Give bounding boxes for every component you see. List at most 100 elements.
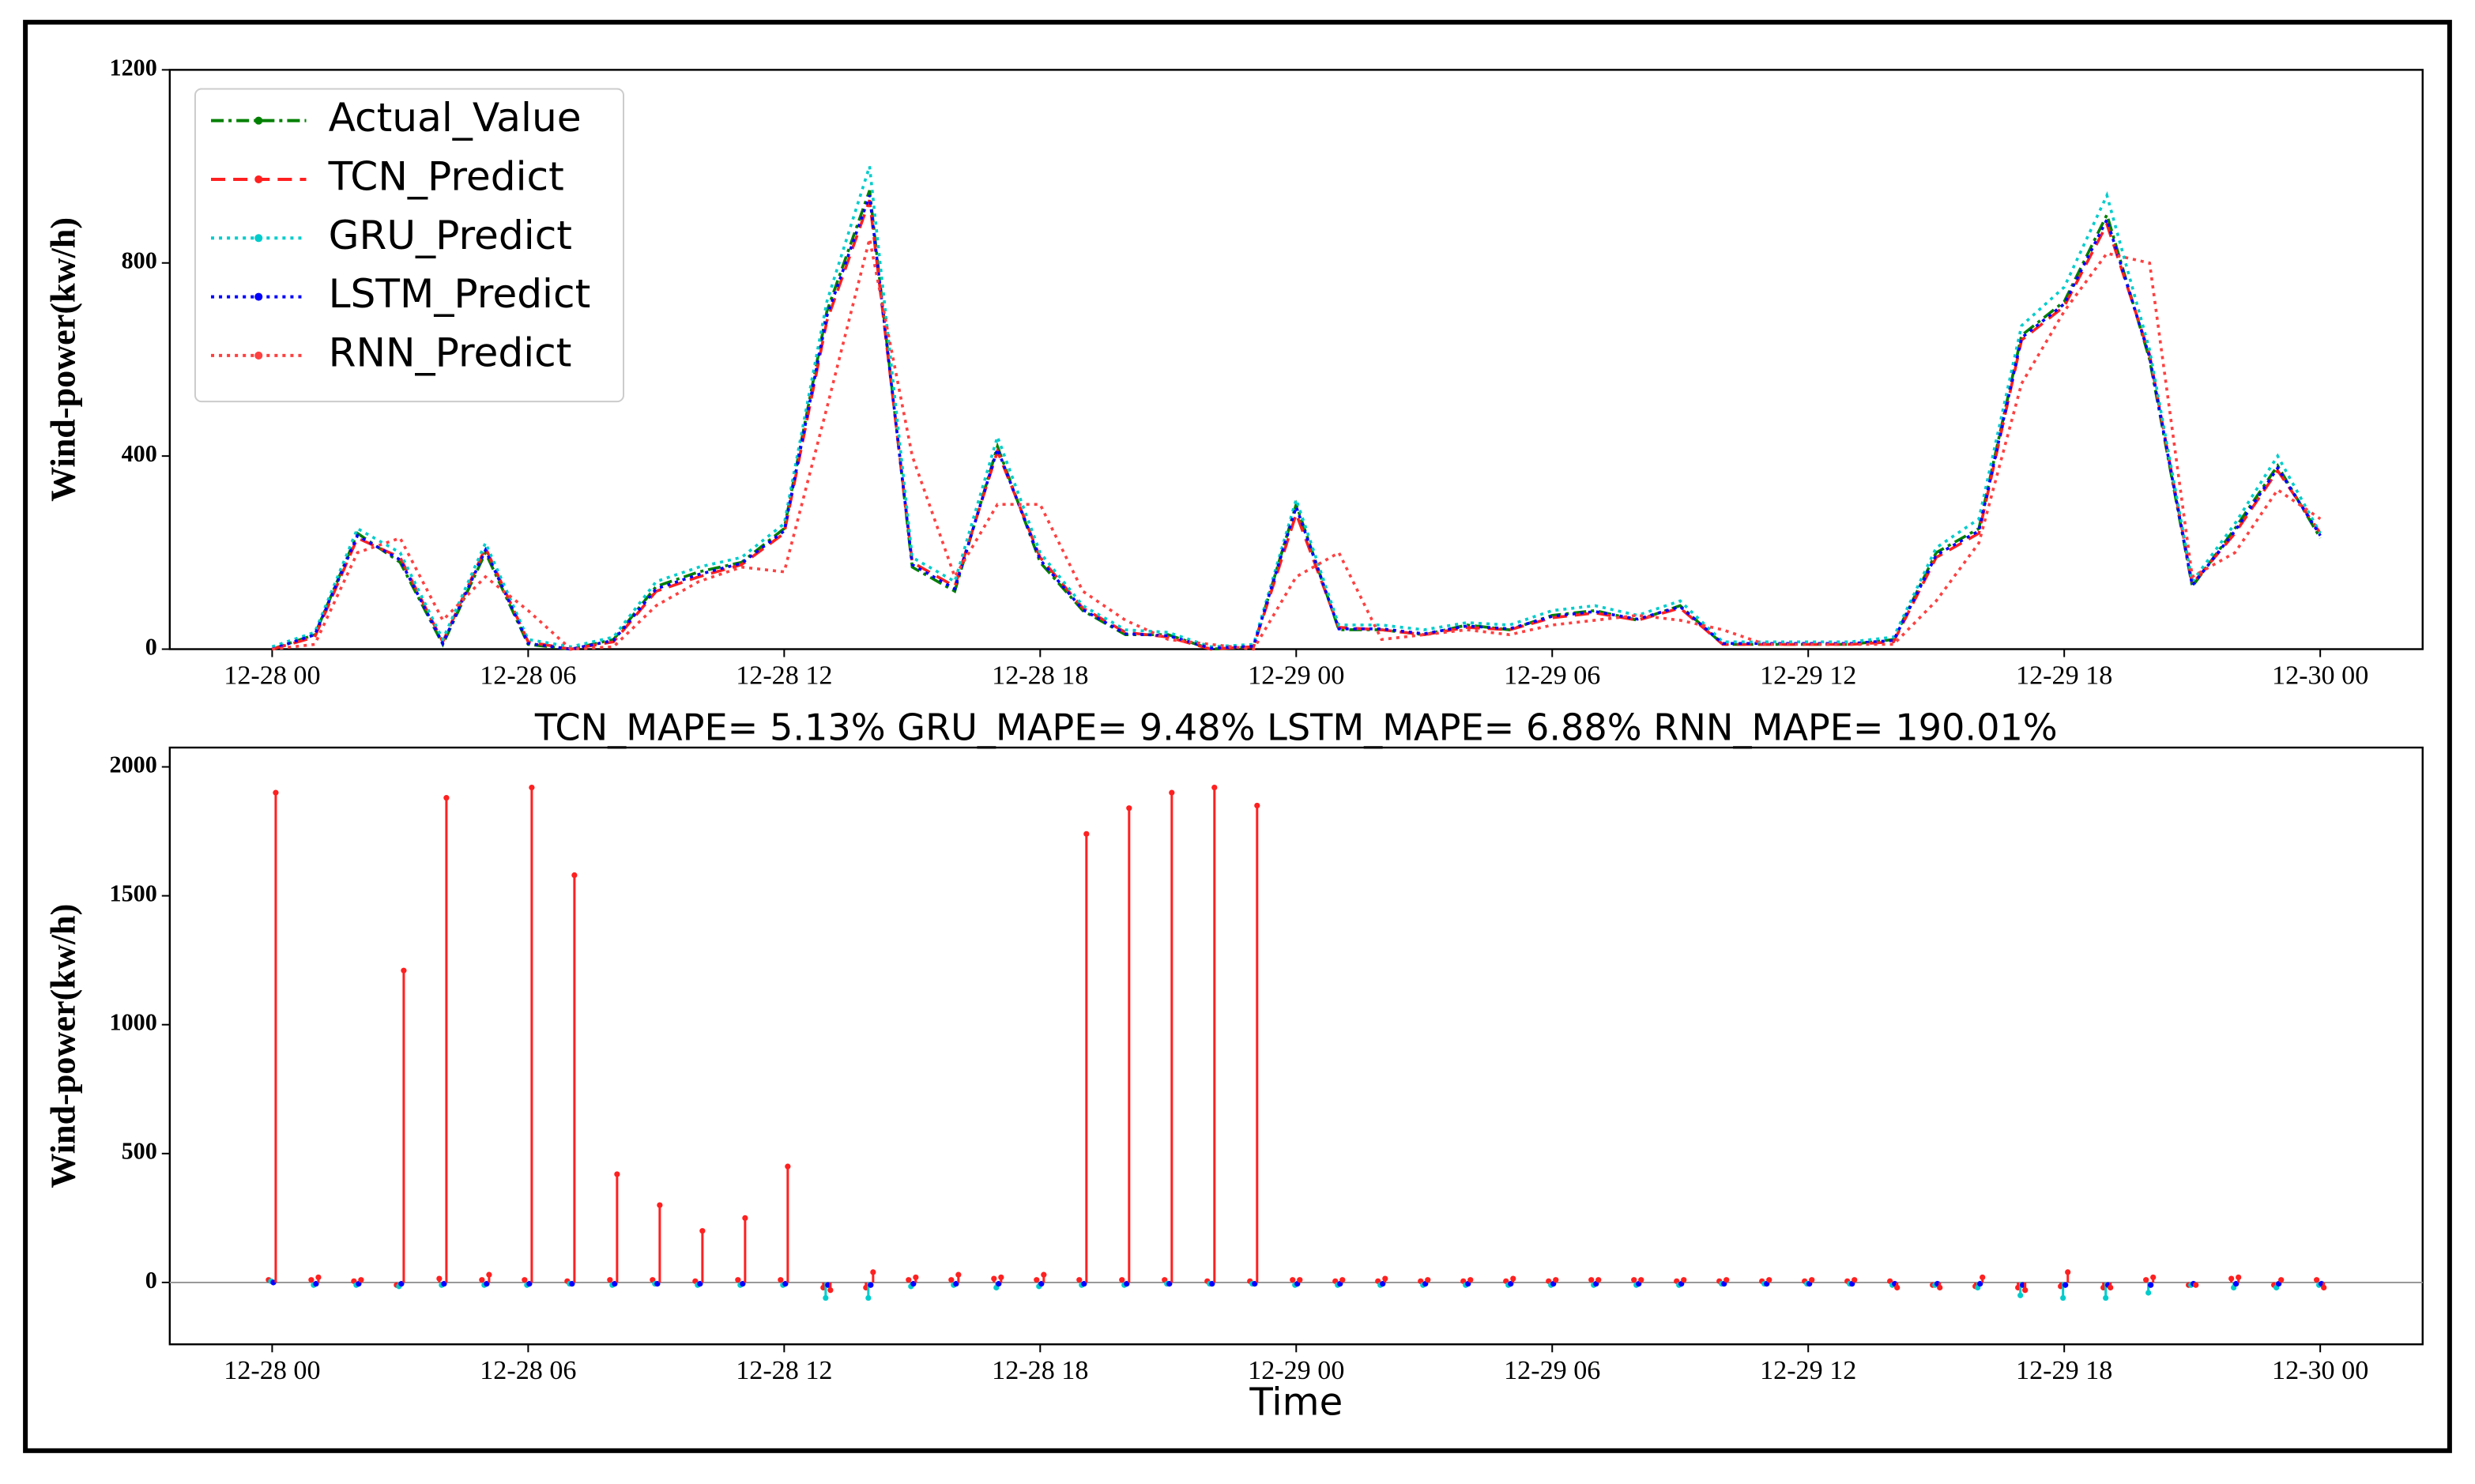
stem [2022,1282,2029,1294]
stem-marker [868,1282,874,1288]
stem [571,872,578,1282]
stem [2062,1282,2069,1288]
stem [2065,1269,2071,1282]
stem [614,1171,620,1282]
stem [2236,1274,2242,1282]
stem [1937,1282,1943,1291]
stem [2148,1282,2154,1288]
stem [486,1271,492,1282]
stem [778,1277,784,1283]
stem [1169,789,1175,1282]
stem-marker [865,1294,872,1301]
x-axis-label: Time [1249,1380,1343,1425]
stem-marker [1980,1274,1986,1281]
y-tick-label: 400 [122,440,157,467]
chart-title: TCN_MAPE= 5.13% GRU_MAPE= 9.48% LSTM_MAP… [534,706,2058,748]
stem-marker [1339,1277,1346,1283]
stem-marker [2108,1284,2114,1291]
stem [1553,1277,1559,1283]
stem-marker [607,1277,613,1283]
stem-marker [1631,1277,1637,1283]
x-tick-label: 12-29 00 [1248,1356,1344,1385]
stem-marker [1723,1277,1730,1283]
stem [870,1269,876,1282]
x-tick-label: 12-28 18 [992,1356,1088,1385]
stem [735,1277,741,1283]
stem-marker [1638,1277,1644,1283]
stem-marker [948,1277,955,1283]
stem-marker [2228,1275,2235,1282]
stem [436,1275,443,1282]
stem-marker [735,1277,741,1283]
stem [1119,1277,1125,1283]
stem-marker [1041,1271,1047,1278]
stem-marker [1076,1277,1083,1283]
stem-marker [1290,1277,1296,1283]
stem-marker [913,1274,919,1281]
stem [2314,1277,2320,1283]
x-tick-label: 12-29 12 [1760,661,1856,690]
legend-label: TCN_Predict [328,153,564,199]
x-tick-label: 12-30 00 [2272,1356,2368,1385]
stem-marker [1467,1277,1474,1283]
stem [1034,1277,1040,1283]
stem-marker [2103,1294,2109,1301]
stem [699,1228,706,1282]
stem-marker [1937,1284,1943,1291]
stem-marker [401,967,407,974]
stem-marker [785,1163,791,1169]
stem [358,1277,364,1283]
stem [1083,831,1090,1282]
stem-marker [358,1277,364,1283]
stem-marker [2148,1282,2154,1288]
x-tick-label: 12-30 00 [2272,661,2368,690]
y-tick-label: 0 [145,1267,157,1294]
stem-marker [827,1287,834,1294]
stem-marker [1126,805,1132,812]
x-tick-label: 12-29 06 [1504,661,1600,690]
stem [315,1274,322,1282]
stem-marker [1595,1277,1602,1283]
stem-marker [2062,1282,2069,1288]
stem [607,1277,613,1283]
x-tick-label: 12-29 06 [1504,1356,1600,1385]
y-tick-label: 2000 [110,751,157,778]
stem [742,1215,748,1282]
x-tick-label: 12-29 12 [1760,1356,1856,1385]
stem-marker [778,1277,784,1283]
stem [1297,1277,1303,1283]
stem [1631,1277,1637,1283]
stem-marker [486,1271,492,1278]
stem-marker [1766,1277,1772,1283]
stem [991,1275,997,1282]
stem-marker [2150,1274,2157,1281]
stem [401,967,407,1282]
stem [2193,1282,2199,1288]
stem [998,1274,1004,1282]
stem [308,1277,315,1283]
stem-marker [1034,1277,1040,1283]
stem-marker [742,1215,748,1222]
stem [529,784,535,1282]
stem-marker [614,1171,620,1177]
stem-marker [2017,1292,2024,1298]
legend-label: RNN_Predict [329,329,572,375]
stem-marker [1211,784,1218,791]
stem [955,1271,962,1282]
stem-marker [1681,1277,1687,1283]
series-line [272,238,2322,651]
y-axis-label: Wind-power(kw/h) [43,217,82,502]
stem-marker [1119,1277,1125,1283]
y-tick-label: 1500 [110,880,157,907]
stem-marker [479,1277,485,1283]
series-line [271,165,2322,649]
x-tick-label: 12-29 18 [2016,661,2112,690]
stem [1809,1277,1815,1283]
stem-marker [870,1269,876,1275]
x-tick-label: 12-28 00 [224,1356,320,1385]
x-tick-label: 12-29 00 [1248,661,1344,690]
stem-marker [906,1277,912,1283]
x-tick-label: 12-28 18 [992,661,1088,690]
stem-marker [657,1202,663,1208]
